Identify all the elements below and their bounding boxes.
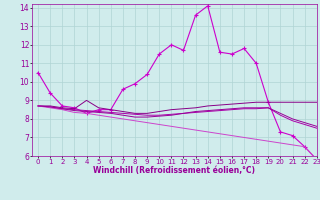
X-axis label: Windchill (Refroidissement éolien,°C): Windchill (Refroidissement éolien,°C) [93,166,255,175]
